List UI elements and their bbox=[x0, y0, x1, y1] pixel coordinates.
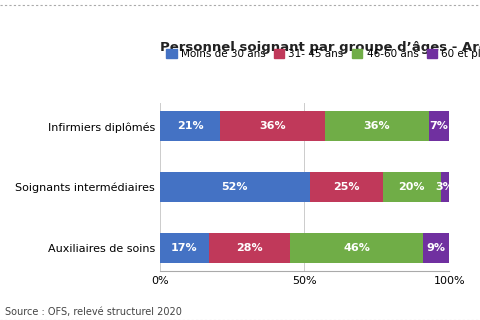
Bar bbox=[324, 111, 429, 141]
Text: 36%: 36% bbox=[259, 121, 286, 131]
Text: 36%: 36% bbox=[363, 121, 390, 131]
Text: 52%: 52% bbox=[222, 182, 248, 192]
Text: 20%: 20% bbox=[398, 182, 425, 192]
Bar bbox=[383, 172, 441, 203]
Bar bbox=[160, 111, 220, 141]
Bar bbox=[209, 233, 290, 263]
Text: 17%: 17% bbox=[171, 243, 198, 253]
Text: 25%: 25% bbox=[333, 182, 360, 192]
Bar bbox=[220, 111, 324, 141]
Bar bbox=[423, 233, 449, 263]
Legend: Moins de 30 ans, 31- 45 ans, 46-60 ans, 60 et plus: Moins de 30 ans, 31- 45 ans, 46-60 ans, … bbox=[162, 45, 480, 63]
Text: 9%: 9% bbox=[427, 243, 445, 253]
Text: 28%: 28% bbox=[236, 243, 263, 253]
Bar bbox=[310, 172, 383, 203]
Bar bbox=[441, 172, 449, 203]
Text: 7%: 7% bbox=[430, 121, 448, 131]
Text: Personnel soignant par groupe d’âges - Arc jurassien suisse: Personnel soignant par groupe d’âges - A… bbox=[160, 41, 480, 54]
Bar bbox=[290, 233, 423, 263]
Text: 46%: 46% bbox=[343, 243, 370, 253]
Bar bbox=[160, 233, 209, 263]
Bar bbox=[160, 172, 310, 203]
Text: Source : OFS, relevé structurel 2020: Source : OFS, relevé structurel 2020 bbox=[5, 307, 181, 317]
Text: 3%: 3% bbox=[435, 182, 454, 192]
Text: 21%: 21% bbox=[177, 121, 204, 131]
Bar bbox=[429, 111, 449, 141]
